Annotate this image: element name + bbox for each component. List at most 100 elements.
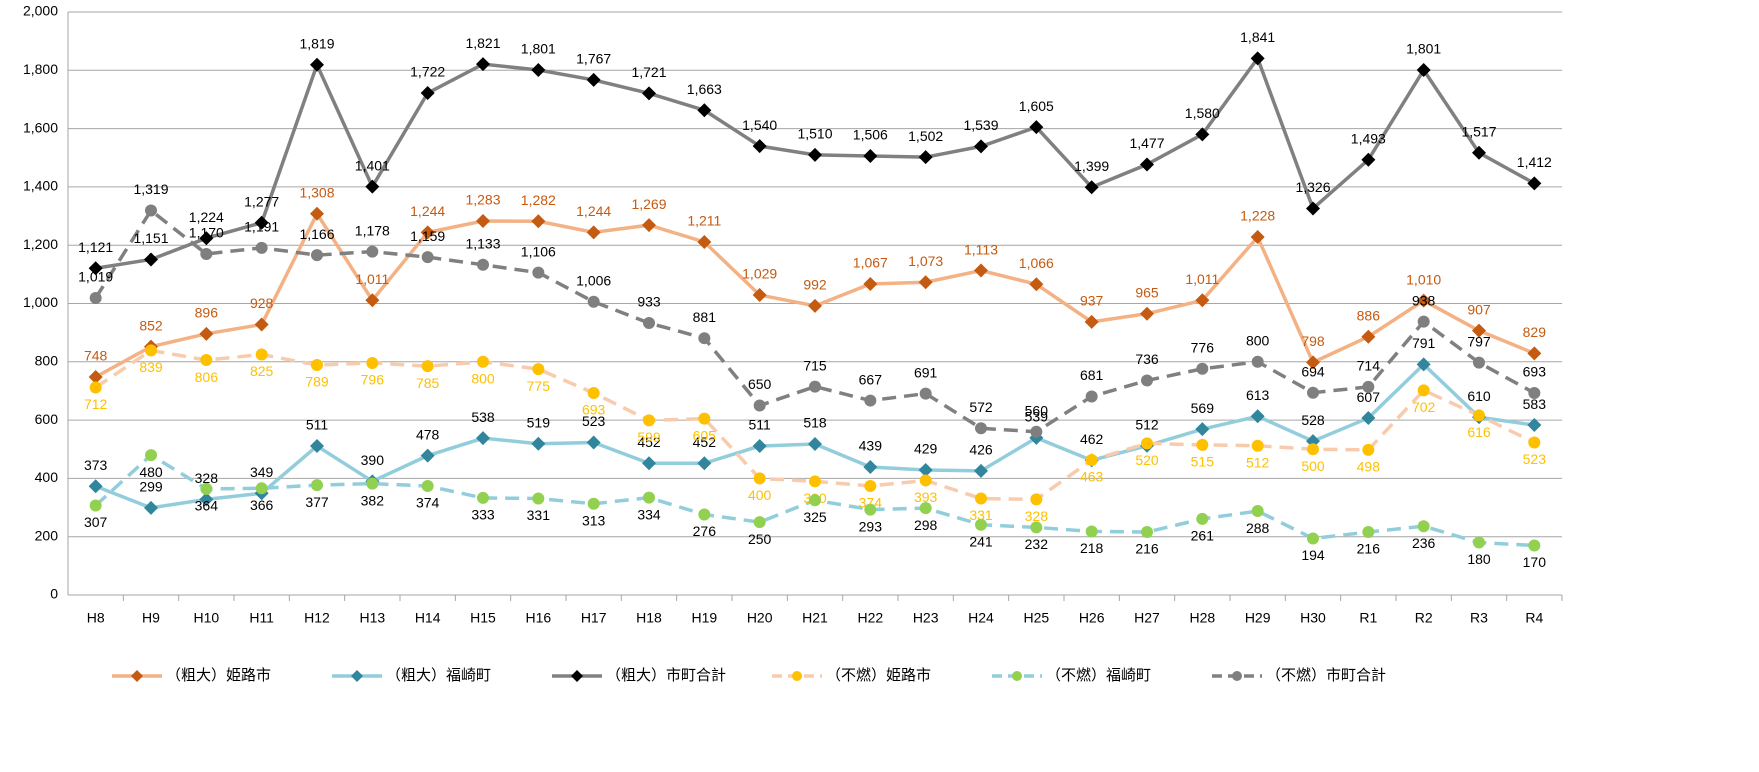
data-label: 298 xyxy=(914,517,938,533)
marker xyxy=(366,356,379,369)
data-label: 452 xyxy=(693,434,717,450)
marker xyxy=(1195,422,1210,437)
marker xyxy=(254,215,269,230)
data-label: 515 xyxy=(1191,454,1215,470)
marker xyxy=(1361,411,1376,426)
data-label: 299 xyxy=(139,479,163,495)
data-label: 881 xyxy=(693,309,717,325)
data-label: 1,399 xyxy=(1074,158,1109,174)
marker xyxy=(420,86,435,101)
y-tick-label: 1,800 xyxy=(23,61,58,77)
data-label: 693 xyxy=(1523,364,1547,380)
data-label: 1,019 xyxy=(78,269,113,285)
data-label: 928 xyxy=(250,295,274,311)
data-label: 276 xyxy=(693,523,717,539)
marker xyxy=(587,386,600,399)
data-label: 691 xyxy=(914,364,938,380)
marker xyxy=(1030,521,1043,534)
data-label: 714 xyxy=(1357,358,1381,374)
data-label: 349 xyxy=(250,464,274,480)
marker xyxy=(1417,520,1430,533)
data-label: 715 xyxy=(803,357,827,373)
x-tick-label: H17 xyxy=(581,610,607,626)
data-label: 599 xyxy=(637,429,661,445)
marker xyxy=(1084,180,1099,195)
data-label: 1,326 xyxy=(1295,179,1330,195)
marker xyxy=(809,475,821,488)
marker xyxy=(477,355,489,368)
marker xyxy=(752,139,767,154)
marker xyxy=(1361,329,1376,344)
marker xyxy=(1250,51,1265,66)
data-label: 1,011 xyxy=(355,271,389,287)
data-label: 331 xyxy=(527,507,551,523)
data-label: 791 xyxy=(1412,335,1436,351)
data-label: 328 xyxy=(195,470,219,486)
marker xyxy=(310,57,324,72)
data-label: 1,006 xyxy=(576,272,611,288)
marker xyxy=(477,491,489,504)
marker xyxy=(1141,374,1153,387)
data-label: 1,121 xyxy=(78,239,113,255)
series-line xyxy=(94,207,1536,434)
x-tick-label: H30 xyxy=(1300,610,1326,626)
marker xyxy=(89,291,102,304)
data-label: 1,066 xyxy=(1019,255,1054,271)
data-label: 1,506 xyxy=(853,127,888,143)
marker xyxy=(864,503,877,516)
marker xyxy=(1307,443,1319,456)
x-tick-label: H25 xyxy=(1023,610,1049,626)
marker xyxy=(808,437,822,452)
data-label: 907 xyxy=(1467,301,1491,317)
data-label: 938 xyxy=(1412,292,1436,308)
data-label: 694 xyxy=(1301,363,1325,379)
data-label: 170 xyxy=(1523,554,1547,570)
x-tick-label: H8 xyxy=(87,610,105,626)
data-label: 333 xyxy=(471,507,495,523)
data-label: 681 xyxy=(1080,367,1104,383)
data-label: 560 xyxy=(1025,402,1049,418)
marker xyxy=(752,288,767,303)
data-label: 250 xyxy=(748,531,772,547)
marker xyxy=(1361,152,1376,167)
y-tick-label: 800 xyxy=(35,353,59,369)
marker xyxy=(421,479,434,492)
marker xyxy=(1084,314,1099,329)
legend-label: （不燃）姫路市 xyxy=(826,666,931,684)
marker xyxy=(808,298,822,313)
data-label: 377 xyxy=(305,494,329,510)
data-label: 1,166 xyxy=(299,226,334,242)
y-tick-label: 1,000 xyxy=(23,294,58,310)
data-label: 511 xyxy=(749,417,772,433)
data-label: 528 xyxy=(1301,412,1325,428)
marker xyxy=(642,456,656,471)
data-label: 400 xyxy=(748,487,772,503)
data-label: 480 xyxy=(139,464,163,480)
x-tick-label: H23 xyxy=(913,610,939,626)
data-label: 1,819 xyxy=(299,35,334,51)
marker xyxy=(697,456,712,471)
marker xyxy=(1085,390,1098,403)
marker xyxy=(366,245,379,258)
x-tick-label: H20 xyxy=(747,610,773,626)
data-label: 1,308 xyxy=(299,184,334,200)
marker xyxy=(145,449,157,462)
data-label: 1,277 xyxy=(244,193,279,209)
x-tick-label: H29 xyxy=(1245,610,1271,626)
marker xyxy=(1251,439,1264,452)
marker xyxy=(476,431,490,446)
data-label: 798 xyxy=(1301,333,1325,349)
data-label: 937 xyxy=(1080,293,1104,309)
marker xyxy=(200,354,213,367)
marker xyxy=(477,258,489,271)
marker xyxy=(1472,145,1486,160)
marker xyxy=(1362,443,1375,456)
data-label: 1,663 xyxy=(687,81,722,97)
data-label: 693 xyxy=(582,402,606,418)
marker xyxy=(1417,384,1430,397)
data-label: 1,073 xyxy=(908,253,943,269)
data-label: 261 xyxy=(1191,528,1215,544)
marker xyxy=(310,206,324,221)
data-label: 216 xyxy=(1135,541,1159,557)
x-tick-label: H19 xyxy=(691,610,717,626)
